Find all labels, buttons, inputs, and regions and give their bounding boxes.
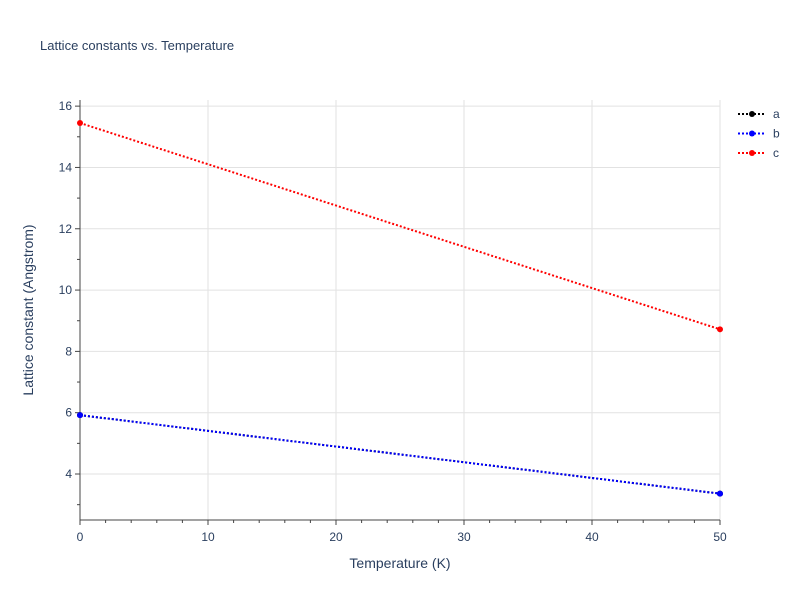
legend-item-b[interactable]: b bbox=[738, 127, 780, 141]
legend-label: c bbox=[773, 146, 779, 160]
x-tick-label: 50 bbox=[713, 530, 727, 544]
series-layer bbox=[77, 119, 723, 497]
legend-swatch-marker bbox=[749, 111, 755, 117]
legend[interactable]: abc bbox=[738, 107, 780, 160]
series-b-point bbox=[77, 412, 83, 419]
series-c-point bbox=[77, 119, 83, 126]
legend-item-a[interactable]: a bbox=[738, 107, 780, 121]
legend-swatch-marker bbox=[749, 150, 755, 156]
y-axis-title: Lattice constant (Angstrom) bbox=[20, 224, 36, 395]
x-tick-label: 0 bbox=[77, 530, 84, 544]
y-tick-label: 14 bbox=[59, 160, 73, 174]
series-b-point bbox=[717, 490, 723, 497]
y-tick-label: 10 bbox=[59, 283, 73, 297]
y-tick-label: 12 bbox=[59, 222, 73, 236]
x-tick-label: 20 bbox=[329, 530, 343, 544]
legend-swatch-marker bbox=[749, 130, 755, 137]
legend-item-c[interactable]: c bbox=[738, 146, 779, 160]
x-tick-label: 40 bbox=[585, 530, 599, 544]
x-axis-title: Temperature (K) bbox=[349, 555, 450, 571]
chart-title: Lattice constants vs. Temperature bbox=[40, 38, 234, 53]
x-axis-ticks: 0 10 20 30 40 50 bbox=[77, 520, 727, 544]
y-tick-label: 4 bbox=[65, 467, 72, 481]
series-c-point bbox=[717, 326, 723, 333]
x-tick-label: 30 bbox=[457, 530, 471, 544]
y-tick-label: 6 bbox=[65, 406, 72, 420]
series-c-line bbox=[79, 122, 721, 331]
y-axis-ticks: 4 6 8 10 12 14 16 bbox=[59, 99, 80, 506]
x-tick-label: 10 bbox=[201, 530, 215, 544]
legend-label: b bbox=[773, 127, 780, 141]
series-b-line bbox=[79, 414, 721, 495]
grid bbox=[79, 100, 721, 520]
y-tick-label: 16 bbox=[59, 99, 73, 113]
y-tick-label: 8 bbox=[65, 344, 72, 358]
legend-label: a bbox=[773, 107, 780, 121]
